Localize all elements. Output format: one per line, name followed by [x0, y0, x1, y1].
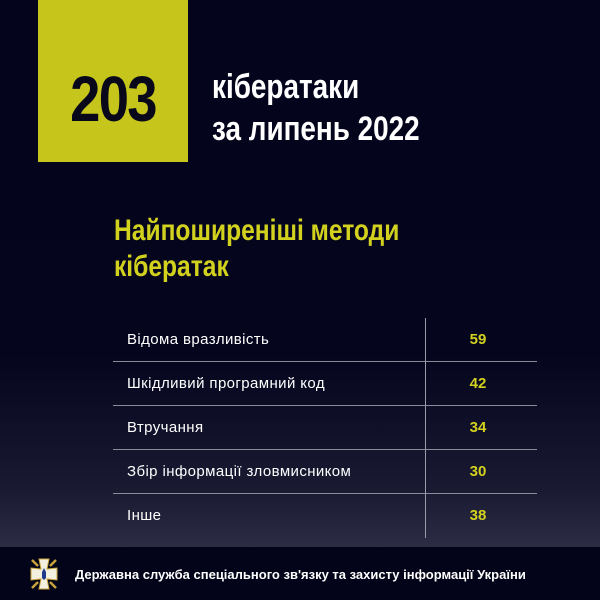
sszzi-cross-emblem-icon — [30, 558, 58, 590]
row-value: 30 — [469, 463, 487, 480]
footer: Державна служба спеціального зв'язку та … — [0, 547, 600, 600]
table-row: Інше 38 — [113, 494, 537, 538]
row-label: Шкідливий програмний код — [127, 375, 326, 392]
table-row: Збір інформації зловмисником 30 — [113, 450, 537, 494]
row-label: Втручання — [127, 419, 204, 436]
table-row: Шкідливий програмний код 42 — [113, 362, 537, 406]
row-label: Збір інформації зловмисником — [127, 463, 352, 480]
row-value: 34 — [469, 419, 487, 436]
table-row: Відома вразливість 59 — [113, 318, 537, 362]
row-label: Інше — [127, 507, 162, 524]
methods-table: Відома вразливість 59 Шкідливий програмни… — [113, 318, 537, 538]
table-row: Втручання 34 — [113, 406, 537, 450]
row-value: 42 — [469, 375, 487, 392]
title-line2: за липень 2022 — [212, 110, 420, 148]
attack-count: 203 — [70, 63, 157, 135]
column-divider — [425, 318, 426, 538]
count-box — [38, 0, 188, 162]
row-label: Відома вразливість — [127, 331, 270, 348]
headline-line2: кібератак — [114, 250, 229, 283]
row-value: 59 — [469, 331, 487, 348]
title-line1: кібератаки — [212, 68, 360, 106]
headline-line1: Найпоширеніші методи — [114, 214, 400, 247]
row-value: 38 — [469, 507, 487, 524]
organization-name: Державна служба спеціального зв'язку та … — [75, 567, 526, 582]
